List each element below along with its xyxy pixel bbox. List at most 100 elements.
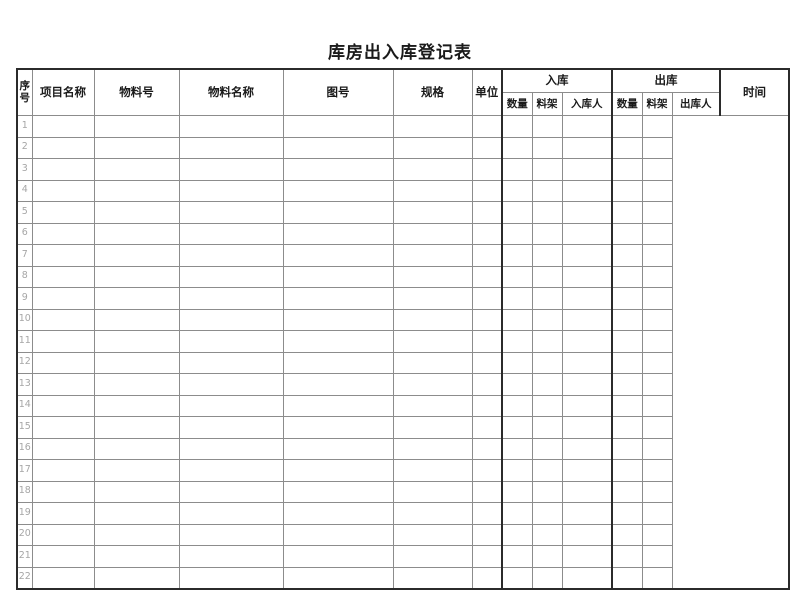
table-cell[interactable] [531,416,563,439]
table-cell[interactable] [611,416,643,439]
table-cell[interactable] [31,287,95,310]
table-cell[interactable] [611,437,643,460]
table-cell[interactable] [31,330,95,353]
table-cell[interactable] [178,437,284,460]
table-cell[interactable] [531,545,563,568]
table-cell[interactable] [282,437,394,460]
table-cell[interactable] [178,459,284,482]
table-cell[interactable] [178,308,284,331]
table-cell[interactable] [561,351,613,374]
table-cell[interactable] [611,351,643,374]
table-cell[interactable] [531,115,563,138]
table-cell[interactable] [282,373,394,396]
table-cell[interactable] [93,201,180,224]
table-cell[interactable] [178,136,284,159]
table-cell[interactable] [31,201,95,224]
table-cell[interactable] [31,373,95,396]
table-cell[interactable] [531,394,563,417]
table-cell[interactable] [611,179,643,202]
table-cell[interactable] [561,330,613,353]
table-cell[interactable] [531,502,563,525]
table-cell[interactable] [471,373,503,396]
table-cell[interactable] [501,308,533,331]
table-cell[interactable] [641,265,673,288]
table-cell[interactable] [93,351,180,374]
table-cell[interactable] [178,115,284,138]
table-cell[interactable] [561,373,613,396]
table-cell[interactable] [501,566,533,590]
table-cell[interactable] [501,502,533,525]
table-cell[interactable] [471,566,503,590]
table-cell[interactable] [531,373,563,396]
table-cell[interactable] [531,244,563,267]
table-cell[interactable] [93,179,180,202]
table-cell[interactable] [93,136,180,159]
table-cell[interactable] [392,201,473,224]
table-cell[interactable] [471,222,503,245]
table-cell[interactable] [31,244,95,267]
table-cell[interactable] [611,566,643,590]
table-cell[interactable] [392,308,473,331]
table-cell[interactable] [282,480,394,503]
table-cell[interactable] [471,416,503,439]
table-cell[interactable] [611,394,643,417]
table-cell[interactable] [392,265,473,288]
table-cell[interactable] [531,136,563,159]
table-cell[interactable] [531,222,563,245]
table-cell[interactable] [561,545,613,568]
table-cell[interactable] [501,158,533,181]
table-cell[interactable] [392,136,473,159]
table-cell[interactable] [282,244,394,267]
table-cell[interactable] [392,480,473,503]
table-cell[interactable] [611,523,643,546]
table-cell[interactable] [282,545,394,568]
table-cell[interactable] [611,265,643,288]
table-cell[interactable] [282,394,394,417]
table-cell[interactable] [641,416,673,439]
table-cell[interactable] [392,179,473,202]
table-cell[interactable] [282,222,394,245]
table-cell[interactable] [178,222,284,245]
table-cell[interactable] [282,179,394,202]
table-cell[interactable] [501,437,533,460]
table-cell[interactable] [641,287,673,310]
table-cell[interactable] [392,416,473,439]
table-cell[interactable] [641,308,673,331]
table-cell[interactable] [93,222,180,245]
table-cell[interactable] [611,222,643,245]
table-cell[interactable] [531,437,563,460]
table-cell[interactable] [93,459,180,482]
table-cell[interactable] [31,480,95,503]
table-cell[interactable] [641,459,673,482]
table-cell[interactable] [531,459,563,482]
table-cell[interactable] [531,265,563,288]
table-cell[interactable] [501,265,533,288]
table-cell[interactable] [178,566,284,590]
table-cell[interactable] [501,373,533,396]
table-cell[interactable] [471,158,503,181]
table-cell[interactable] [178,351,284,374]
table-cell[interactable] [93,287,180,310]
table-cell[interactable] [561,502,613,525]
table-cell[interactable] [471,502,503,525]
table-cell[interactable] [392,330,473,353]
table-cell[interactable] [93,158,180,181]
table-cell[interactable] [31,523,95,546]
table-cell[interactable] [178,179,284,202]
table-cell[interactable] [282,158,394,181]
table-cell[interactable] [31,222,95,245]
table-cell[interactable] [93,308,180,331]
table-cell[interactable] [31,115,95,138]
table-cell[interactable] [392,115,473,138]
table-cell[interactable] [501,330,533,353]
table-cell[interactable] [561,394,613,417]
table-cell[interactable] [392,523,473,546]
table-cell[interactable] [501,351,533,374]
table-cell[interactable] [178,373,284,396]
table-cell[interactable] [561,480,613,503]
table-cell[interactable] [471,330,503,353]
table-cell[interactable] [93,330,180,353]
table-cell[interactable] [392,394,473,417]
table-cell[interactable] [641,222,673,245]
table-cell[interactable] [392,244,473,267]
